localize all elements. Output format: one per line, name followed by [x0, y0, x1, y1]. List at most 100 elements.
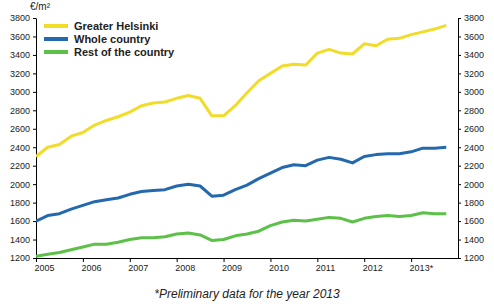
legend-swatch: [44, 50, 68, 54]
tick-label: 3000: [10, 87, 30, 97]
legend-swatch: [44, 37, 68, 41]
tick-mark: [458, 221, 461, 222]
tick: 3200: [458, 69, 484, 79]
tick-label: 3200: [464, 69, 484, 79]
tick-mark: [458, 18, 461, 19]
tick-label: 2011: [316, 263, 335, 273]
tick: 3400: [458, 50, 484, 60]
tick: 3800: [10, 13, 36, 23]
tick: 1800: [458, 198, 484, 208]
tick-mark: [33, 203, 36, 204]
tick-label: 2800: [464, 106, 484, 116]
tick: 2400: [458, 143, 484, 153]
tick-label: 1400: [10, 235, 30, 245]
chart: 1200 1400 1600 1800 2000 2200 2400 2600 2800 3000…: [0, 0, 494, 304]
tick: 3000: [458, 87, 484, 97]
tick-label: 2006: [81, 263, 101, 273]
tick-label: 1400: [464, 235, 484, 245]
tick: 2009: [222, 258, 242, 273]
tick-mark: [458, 55, 461, 56]
tick-mark: [33, 92, 36, 93]
legend-swatch: [44, 24, 68, 28]
tick: 3600: [10, 32, 36, 42]
tick-mark: [36, 258, 37, 262]
tick-label: 2009: [222, 263, 242, 273]
axis-line: [458, 19, 459, 259]
tick-mark: [33, 73, 36, 74]
legend-label: Whole country: [74, 33, 151, 45]
tick: 2000: [10, 180, 36, 190]
x-axis: 200520062007200820092010201120122013*: [35, 258, 459, 273]
tick-mark: [33, 258, 36, 259]
tick: 3200: [10, 69, 36, 79]
tick: 2200: [10, 161, 36, 171]
tick-label: 3600: [464, 32, 484, 42]
tick: 3400: [10, 50, 36, 60]
tick-label: 1600: [464, 216, 484, 226]
tick-mark: [33, 55, 36, 56]
footnote: *Preliminary data for the year 2013: [154, 287, 340, 301]
tick: 2800: [10, 106, 36, 116]
legend-label: Greater Helsinki: [74, 20, 158, 32]
tick: 2007: [128, 258, 148, 273]
axis-line: [37, 258, 459, 259]
tick-label: 2200: [10, 161, 30, 171]
tick: 1800: [10, 198, 36, 208]
series-line: [36, 147, 446, 221]
tick: 2400: [10, 143, 36, 153]
tick-mark: [33, 166, 36, 167]
tick: 2600: [10, 124, 36, 134]
tick-mark: [458, 110, 461, 111]
tick: 3000: [10, 87, 36, 97]
tick-mark: [33, 184, 36, 185]
tick: 2006: [81, 258, 101, 273]
tick: 2011: [316, 258, 335, 273]
tick-label: 2013*: [410, 263, 434, 273]
tick-mark: [458, 129, 461, 130]
plot-area: [36, 25, 446, 256]
tick-label: 3000: [464, 87, 484, 97]
tick-mark: [224, 258, 225, 262]
tick-mark: [458, 147, 461, 148]
y-axis-left: 1200 1400 1600 1800 2000 2200 2400 2600 2800 3000…: [10, 13, 37, 263]
tick-mark: [317, 258, 318, 262]
tick: 2012: [363, 258, 383, 273]
tick-mark: [270, 258, 271, 262]
tick-mark: [458, 166, 461, 167]
tick-mark: [458, 184, 461, 185]
tick-label: 3400: [464, 50, 484, 60]
tick: 3800: [458, 13, 484, 23]
legend: Greater HelsinkiWhole countryRest of the…: [44, 20, 175, 58]
tick-label: 3200: [10, 69, 30, 79]
tick-mark: [33, 36, 36, 37]
tick: 2013*: [410, 258, 434, 273]
tick-label: 2200: [464, 161, 484, 171]
tick: 2010: [269, 258, 289, 273]
tick-label: 3800: [464, 13, 484, 23]
tick-label: 2007: [128, 263, 148, 273]
tick: 3600: [458, 32, 484, 42]
tick-label: 3800: [10, 13, 30, 23]
tick-label: 1600: [10, 216, 30, 226]
tick-label: 2000: [10, 180, 30, 190]
tick-label: 2000: [464, 180, 484, 190]
tick-mark: [364, 258, 365, 262]
tick-label: 2010: [269, 263, 289, 273]
tick: 1600: [458, 216, 484, 226]
y-axis-title: €/m²: [30, 1, 51, 12]
tick-mark: [458, 240, 461, 241]
tick: 1200: [10, 253, 36, 263]
tick: 1600: [10, 216, 36, 226]
tick-mark: [130, 258, 131, 262]
tick-mark: [33, 147, 36, 148]
tick-mark: [83, 258, 84, 262]
tick-label: 2012: [363, 263, 383, 273]
series-line: [36, 25, 446, 156]
tick-label: 3400: [10, 50, 30, 60]
tick-mark: [458, 203, 461, 204]
axis-line: [36, 19, 37, 259]
tick-mark: [33, 18, 36, 19]
tick-mark: [458, 92, 461, 93]
tick-label: 2400: [10, 143, 30, 153]
tick: 1400: [10, 235, 36, 245]
